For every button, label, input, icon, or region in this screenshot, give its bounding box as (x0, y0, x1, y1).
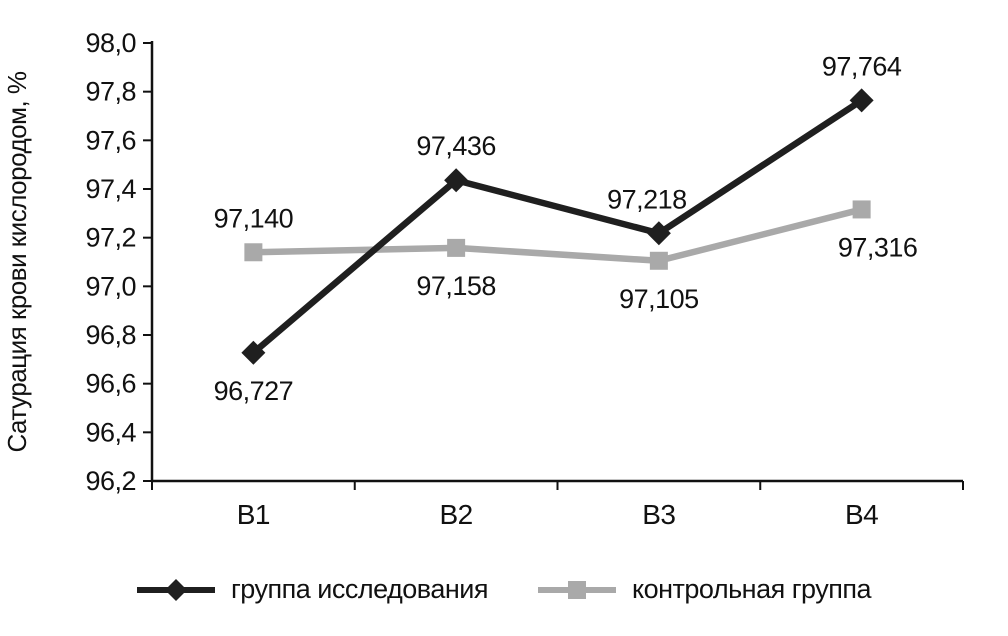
y-tick-label: 98,0 (85, 28, 136, 58)
legend-item-control-group: контрольная группа (537, 574, 872, 605)
diamond-marker-icon (241, 340, 266, 365)
series-line-0 (250, 97, 865, 357)
y-tick-label: 97,6 (85, 125, 136, 155)
x-category-label: В3 (642, 499, 675, 530)
data-label: 97,316 (838, 232, 918, 262)
study-group-diamond-line-icon (136, 578, 215, 601)
y-tick-label: 96,4 (85, 417, 136, 447)
diamond-marker-icon (444, 168, 469, 193)
legend-square-marker-icon (567, 580, 586, 599)
square-marker-icon (852, 200, 871, 219)
legend-label-study-group: группа исследования (230, 574, 489, 604)
data-label: 97,158 (416, 271, 496, 301)
y-tick-label: 96,6 (85, 369, 136, 399)
legend-label-control-group: контрольная группа (631, 574, 872, 604)
y-tick-label: 97,8 (85, 77, 136, 107)
data-label: 97,218 (607, 184, 687, 214)
data-label: 97,436 (416, 131, 496, 161)
y-tick-label: 97,0 (85, 271, 136, 301)
data-label: 97,105 (619, 284, 699, 314)
y-tick-label: 97,4 (85, 174, 136, 204)
legend-item-study-group: группа исследования (136, 574, 489, 605)
square-marker-icon (447, 238, 466, 257)
x-category-label: В1 (237, 499, 270, 530)
x-category-label: В2 (440, 499, 473, 530)
series-line-1 (250, 206, 865, 265)
y-tick-label: 96,8 (85, 320, 136, 350)
plot-area: Сатурация крови кислородом, % 96,2 96,4 96… (2, 28, 964, 530)
x-category-label: В4 (845, 499, 878, 530)
data-label: 96,727 (214, 376, 294, 406)
y-tick-label: 96,2 (85, 466, 136, 496)
legend-diamond-marker-icon (164, 578, 187, 601)
data-label: 97,764 (822, 51, 902, 81)
square-marker-icon (244, 243, 263, 262)
y-axis-label: Сатурация крови кислородом, % (2, 71, 32, 452)
y-tick-label: 97,2 (85, 223, 136, 253)
data-label: 97,140 (214, 203, 294, 233)
diamond-marker-icon (849, 88, 874, 113)
square-marker-icon (649, 251, 668, 270)
diamond-marker-icon (646, 221, 671, 246)
legend: группа исследования контрольная группа (0, 574, 1008, 605)
control-group-square-line-icon (537, 580, 616, 599)
